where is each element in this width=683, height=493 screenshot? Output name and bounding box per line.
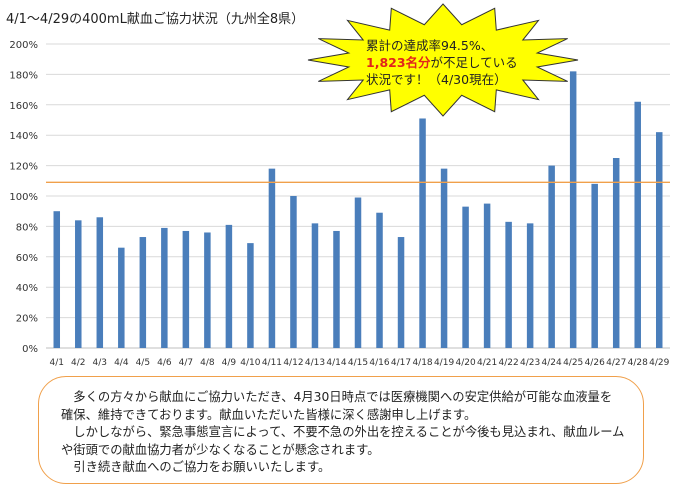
x-tick-label: 4/11 <box>262 358 282 368</box>
x-tick-label: 4/26 <box>585 358 605 368</box>
y-tick-label: 20% <box>16 314 38 325</box>
bar <box>118 247 125 348</box>
bar <box>311 223 319 348</box>
callout-line-3: 状況です！（4/30現在） <box>366 72 507 87</box>
callout-starburst <box>307 3 579 117</box>
x-tick-label: 4/14 <box>326 358 346 368</box>
x-tick-label: 4/17 <box>391 358 411 368</box>
x-tick-label: 4/24 <box>542 358 562 368</box>
x-tick-label: 4/10 <box>240 358 260 368</box>
message-line: 確保、維持できております。献血いただいた皆様に深く感謝申し上げます。 <box>61 407 477 422</box>
bar <box>75 220 82 348</box>
callout-line-1: 累計の達成率94.5%、 <box>366 38 494 53</box>
bar <box>96 217 104 348</box>
x-tick-label: 4/19 <box>434 358 454 368</box>
x-tick-label: 4/4 <box>114 358 129 368</box>
x-tick-label: 4/6 <box>157 358 172 368</box>
y-tick-label: 100% <box>9 192 38 203</box>
x-tick-label: 4/25 <box>563 358 583 368</box>
x-tick-label: 4/28 <box>628 358 648 368</box>
bar <box>397 237 405 348</box>
x-axis: 4/1 4/2 4/3 4/4 4/5 4/6 4/7 4/8 4/9 4/10 4/11 4/12 4… <box>50 358 670 368</box>
bar <box>376 212 383 348</box>
bar <box>569 71 577 349</box>
x-tick-label: 4/20 <box>455 358 475 368</box>
bar <box>204 232 211 348</box>
bar <box>483 203 491 348</box>
bar <box>462 206 469 348</box>
x-tick-label: 4/29 <box>649 358 669 368</box>
y-tick-label: 40% <box>16 283 38 294</box>
bar <box>161 227 168 348</box>
x-tick-label: 4/15 <box>348 358 368 368</box>
bar <box>526 223 534 348</box>
bar <box>268 168 276 348</box>
message-line: 多くの方々から献血にご協力いただき、4月30日時点では医療機関への安定供給が可能… <box>61 390 613 404</box>
bar <box>53 211 61 348</box>
y-tick-label: 200% <box>9 40 38 51</box>
bar <box>548 165 555 348</box>
x-tick-label: 4/3 <box>93 358 107 368</box>
bar <box>182 230 190 348</box>
y-tick-label: 160% <box>9 101 38 112</box>
y-tick-label: 140% <box>9 131 38 142</box>
bars <box>53 71 663 349</box>
x-tick-label: 4/7 <box>179 358 193 368</box>
message-line: 引き続き献血へのご協力をお願いいたします。 <box>61 460 331 475</box>
y-tick-label: 180% <box>9 70 38 81</box>
bar <box>655 132 663 348</box>
x-tick-label: 4/16 <box>369 358 389 368</box>
y-tick-label: 0% <box>22 344 38 355</box>
bar <box>333 230 340 348</box>
message-line: しかしながら、緊急事態宣言によって、不要不急の外出を控えることが今後も見込まれ、… <box>61 425 625 440</box>
bar <box>247 243 254 348</box>
x-tick-label: 4/12 <box>283 358 303 368</box>
x-tick-label: 4/27 <box>606 358 626 368</box>
x-tick-label: 4/23 <box>520 358 540 368</box>
callout-line-2: 1,823名分が不足している <box>366 54 536 71</box>
x-tick-label: 4/13 <box>305 358 325 368</box>
x-tick-label: 4/21 <box>477 358 497 368</box>
bar <box>139 237 147 348</box>
bar <box>634 101 641 348</box>
message-line: や街頭での献血協力者が少なくなることが懸念されます。 <box>61 442 380 457</box>
bar <box>505 221 512 348</box>
x-tick-label: 4/22 <box>499 358 519 368</box>
message-box: 多くの方々から献血にご協力いただき、4月30日時点では医療機関への安定供給が可能… <box>38 376 644 484</box>
bar <box>354 197 362 348</box>
x-tick-label: 4/1 <box>50 358 64 368</box>
x-tick-label: 4/18 <box>412 358 432 368</box>
y-tick-label: 80% <box>16 222 38 233</box>
y-axis: 0% 20% 40% 60% 80% 100% 120% 140% 160% 180% 200% <box>9 40 38 355</box>
x-tick-label: 4/5 <box>136 358 150 368</box>
bar <box>290 196 297 348</box>
shortage-count: 1,823名分 <box>366 55 431 70</box>
y-tick-label: 120% <box>9 162 38 173</box>
bar <box>591 183 598 348</box>
callout-text: 累計の達成率94.5%、 1,823名分が不足している 状況です！（4/30現在… <box>366 37 536 88</box>
x-tick-label: 4/9 <box>222 358 237 368</box>
x-tick-label: 4/8 <box>200 358 215 368</box>
callout-line-2-rest: が不足している <box>430 55 518 70</box>
bar <box>440 168 448 348</box>
y-tick-label: 60% <box>16 253 38 264</box>
bar <box>225 224 233 348</box>
bar <box>419 118 426 348</box>
chart-title: 4/1～4/29の400mL献血ご協力状況（九州全8県） <box>6 12 305 27</box>
x-tick-label: 4/2 <box>71 358 85 368</box>
bar <box>612 158 620 348</box>
